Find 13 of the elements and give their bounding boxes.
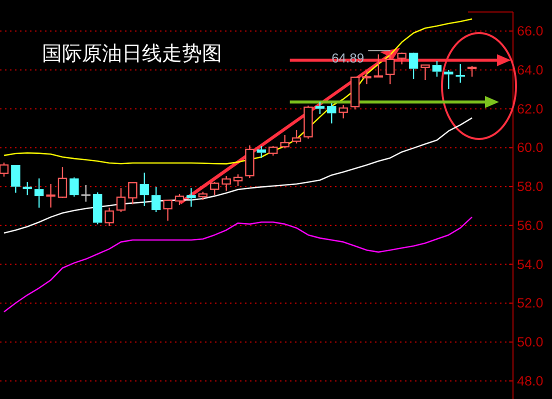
- text: 国际原油日线走势图: [42, 43, 222, 65]
- annotation: 64.89: [332, 50, 391, 66]
- y-tick-label: 64.0: [517, 62, 544, 78]
- y-tick-label: 60.0: [517, 140, 544, 156]
- y-tick-label: 50.0: [517, 334, 544, 350]
- y-tick-label: 62.0: [517, 101, 544, 116]
- y-tick-label: 56.0: [517, 218, 544, 233]
- y-tick-label: 66.0: [517, 24, 544, 39]
- y-tick-label: 54.0: [517, 256, 544, 272]
- annotation: 64.89: [332, 50, 364, 66]
- y-tick-label: 52.0: [517, 296, 544, 311]
- y-tick-label: 48.0: [517, 373, 544, 388]
- y-tick-label: 58.0: [517, 179, 544, 194]
